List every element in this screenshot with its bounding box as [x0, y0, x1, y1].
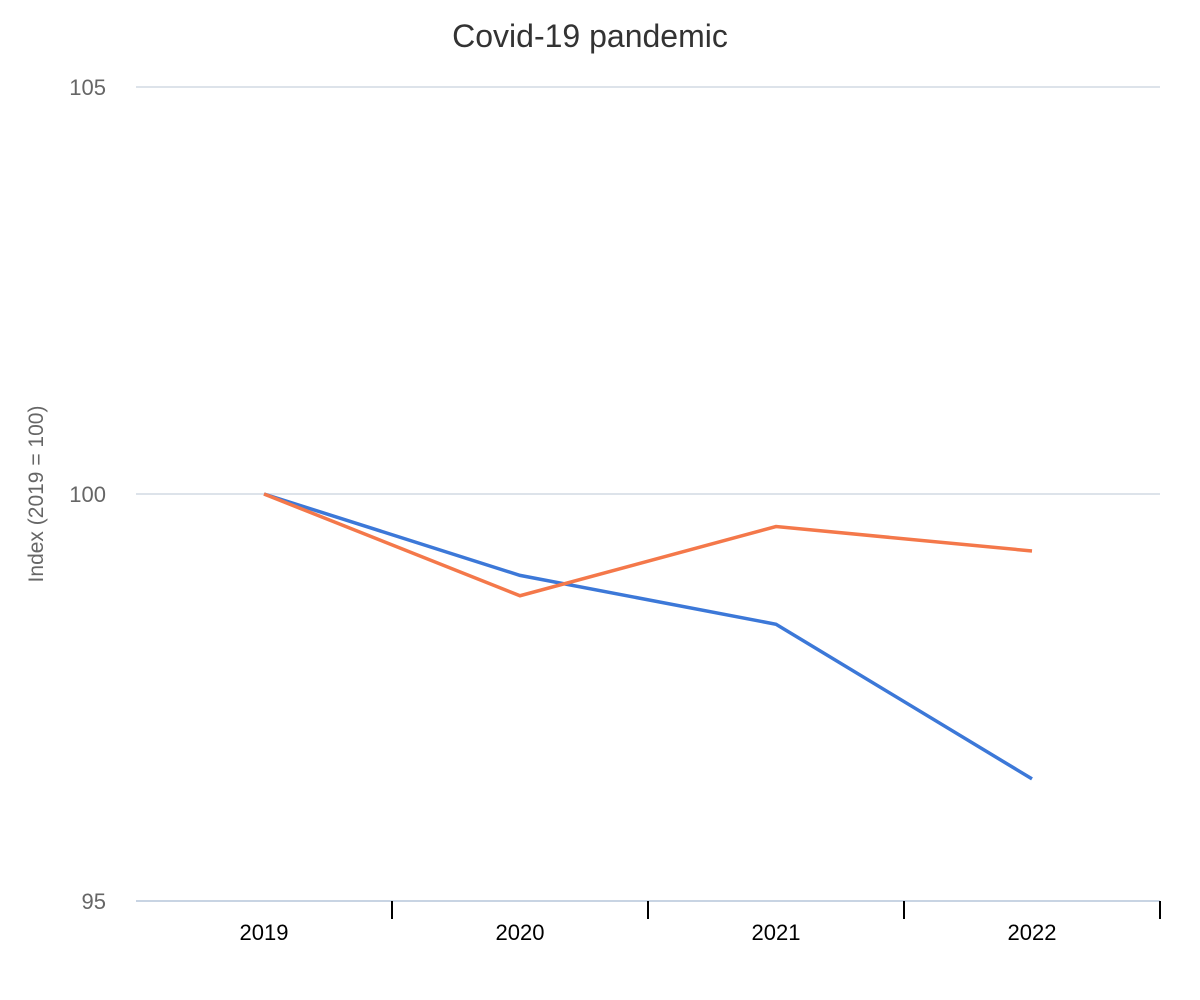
series-line-2: [263, 492, 1033, 598]
series-lines: [263, 492, 1033, 781]
x-tick-label: 2022: [1008, 920, 1057, 945]
y-axis-title: Index (2019 = 100): [25, 406, 48, 583]
x-axis-tick-marks: [391, 901, 1161, 919]
gridlines: [136, 86, 1160, 495]
x-axis-ticks: 2019 2020 2021 2022: [240, 920, 1057, 945]
chart-title: Covid-19 pandemic: [452, 18, 728, 54]
y-tick-label: 100: [69, 482, 106, 507]
y-axis-ticks: 95 100 105: [69, 75, 106, 914]
series-line-1: [263, 492, 1033, 781]
y-tick-label: 105: [69, 75, 106, 100]
x-tick-label: 2019: [240, 920, 289, 945]
x-tick-label: 2021: [752, 920, 801, 945]
x-tick-label: 2020: [496, 920, 545, 945]
y-tick-label: 95: [82, 889, 106, 914]
